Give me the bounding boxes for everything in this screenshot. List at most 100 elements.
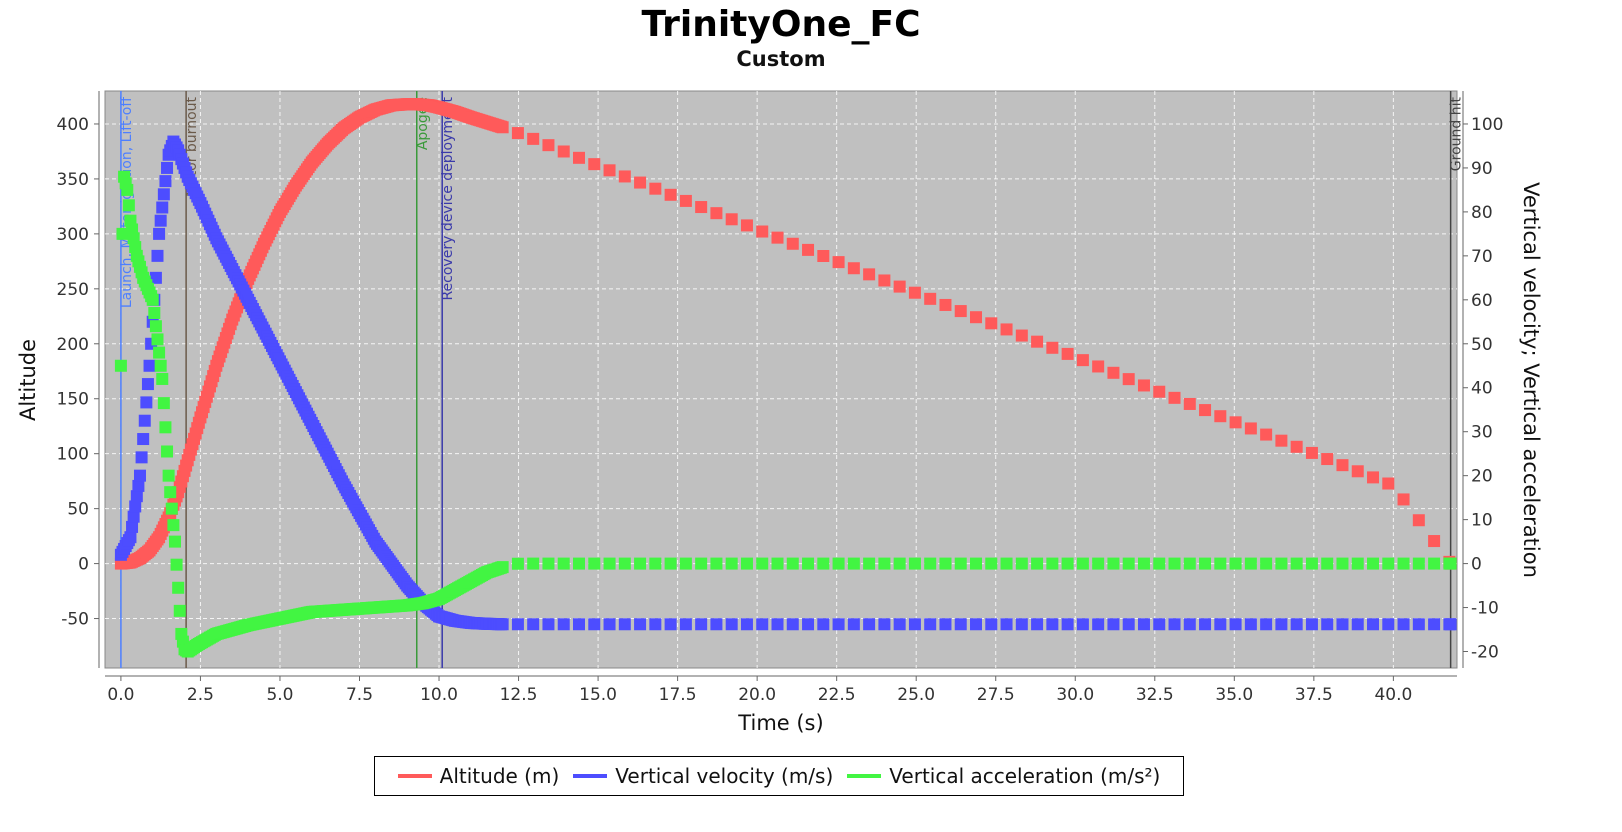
data-point <box>649 557 662 570</box>
data-point <box>893 618 906 631</box>
data-point <box>710 618 723 631</box>
x-tick-label: 10.0 <box>420 685 458 705</box>
data-point <box>908 286 921 299</box>
data-point <box>970 557 983 570</box>
event-label: Recovery device deployment <box>440 96 456 300</box>
data-point <box>1321 453 1334 466</box>
data-point <box>1046 618 1059 631</box>
data-point <box>153 227 166 240</box>
data-point <box>496 618 509 631</box>
data-point <box>1107 366 1120 379</box>
x-tick-label: 35.0 <box>1215 685 1253 705</box>
data-point <box>511 557 524 570</box>
data-point <box>924 292 937 305</box>
data-point <box>1244 422 1257 435</box>
x-tick-label: 0.0 <box>107 685 134 705</box>
data-point <box>1015 329 1028 342</box>
x-axis-label: Time (s) <box>737 711 823 735</box>
data-point <box>1275 618 1288 631</box>
data-point <box>164 486 177 499</box>
data-point <box>1412 514 1425 527</box>
data-point <box>695 557 708 570</box>
data-point <box>122 199 135 212</box>
data-point <box>1214 557 1227 570</box>
y-right-tick-label: 90 <box>1471 159 1493 179</box>
data-point <box>588 158 601 171</box>
y-left-tick-label: 100 <box>57 445 89 465</box>
data-point <box>1367 471 1380 484</box>
data-point <box>1183 397 1196 410</box>
data-point <box>679 194 692 207</box>
data-point <box>1336 557 1349 570</box>
data-point <box>151 333 164 346</box>
data-point <box>1275 434 1288 447</box>
data-point <box>167 519 180 532</box>
data-point <box>149 271 162 284</box>
data-point <box>603 618 616 631</box>
data-point <box>756 225 769 238</box>
data-point <box>154 214 167 227</box>
data-point <box>542 618 555 631</box>
data-point <box>1000 323 1013 336</box>
y-right-tick-label: 10 <box>1471 511 1493 531</box>
data-point <box>847 618 860 631</box>
x-tick-label: 17.5 <box>659 685 697 705</box>
data-point <box>1321 557 1334 570</box>
data-point <box>1382 557 1395 570</box>
data-point <box>634 618 647 631</box>
data-point <box>173 604 186 617</box>
data-point <box>165 502 178 515</box>
data-point <box>557 145 570 158</box>
y-left-tick-label: 300 <box>57 225 89 245</box>
data-point <box>496 561 509 574</box>
data-point <box>1076 557 1089 570</box>
data-point <box>572 618 585 631</box>
x-tick-label: 32.5 <box>1136 685 1174 705</box>
x-tick-label: 12.5 <box>500 685 538 705</box>
data-point <box>1367 557 1380 570</box>
data-point <box>1076 618 1089 631</box>
data-point <box>1153 557 1166 570</box>
data-point <box>664 188 677 201</box>
data-point <box>1367 618 1380 631</box>
data-point <box>1397 618 1410 631</box>
data-point <box>1046 341 1059 354</box>
data-point <box>1183 618 1196 631</box>
data-point <box>1244 557 1257 570</box>
legend-swatch-acceleration <box>847 774 882 778</box>
data-point <box>1397 557 1410 570</box>
data-point <box>893 280 906 293</box>
data-point <box>1428 535 1441 548</box>
data-point <box>146 293 159 306</box>
y-right-tick-label: 20 <box>1471 467 1493 487</box>
x-tick-label: 40.0 <box>1374 685 1412 705</box>
data-point <box>1260 618 1273 631</box>
y-axis-left-label: Altitude <box>16 339 40 421</box>
data-point <box>1061 347 1074 360</box>
data-point <box>695 201 708 214</box>
data-point <box>170 558 183 571</box>
data-point <box>1153 385 1166 398</box>
data-point <box>1199 557 1212 570</box>
series-0 <box>114 98 1457 570</box>
data-point <box>140 396 153 409</box>
y-axis-left: -50 0 50 100 150 200 250 300 350 400 <box>57 91 100 668</box>
data-point <box>771 618 784 631</box>
data-point <box>141 378 154 391</box>
data-point <box>157 188 170 201</box>
data-point <box>542 557 555 570</box>
data-point <box>603 164 616 177</box>
x-tick-label: 22.5 <box>818 685 856 705</box>
data-point <box>817 557 830 570</box>
data-point <box>1351 465 1364 478</box>
data-point <box>771 557 784 570</box>
data-point <box>725 213 738 226</box>
data-point <box>156 372 169 385</box>
y-axis-right: -20 -10 0 10 20 30 40 50 60 70 80 90 100 <box>1462 91 1503 668</box>
y-axis-right-label: Vertical velocity; Vertical acceleration <box>1519 182 1543 578</box>
x-tick-label: 30.0 <box>1056 685 1094 705</box>
data-point <box>786 618 799 631</box>
legend-label-acceleration: Vertical acceleration (m/s²) <box>889 764 1161 788</box>
data-point <box>1168 618 1181 631</box>
